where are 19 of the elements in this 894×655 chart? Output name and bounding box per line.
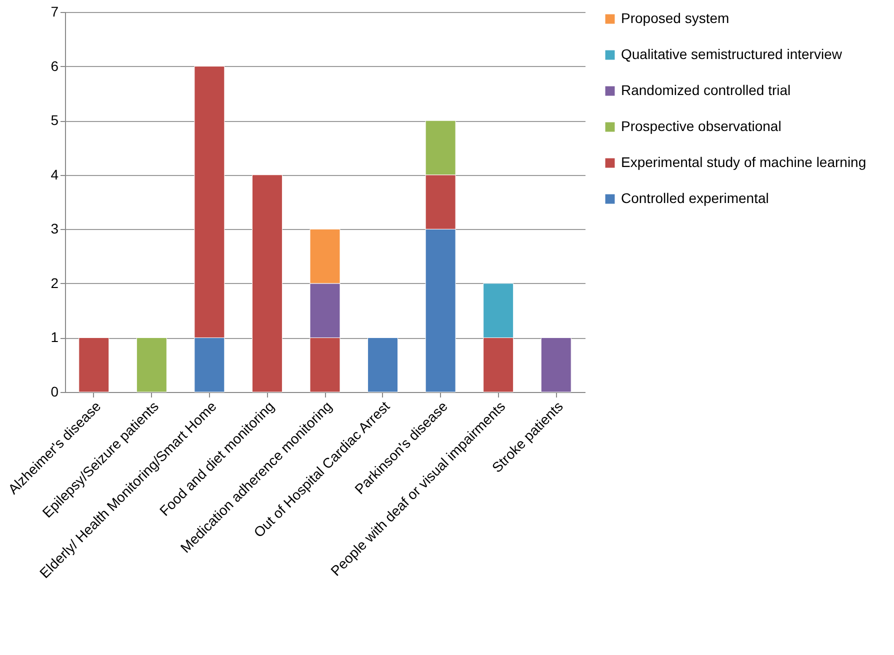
y-tick-label: 0 xyxy=(50,384,59,400)
legend-label: Controlled experimental xyxy=(621,190,769,206)
y-tick-label: 3 xyxy=(50,220,59,237)
bar xyxy=(368,337,398,392)
y-tick-label: 2 xyxy=(50,274,59,291)
bar xyxy=(540,337,572,392)
y-tick-label: 1 xyxy=(50,329,59,346)
bar xyxy=(78,337,110,392)
legend-label: Proposed system xyxy=(621,10,730,26)
y-tick-label: 7 xyxy=(50,4,59,20)
legend-label: Prospective observational xyxy=(621,118,782,134)
y-tick-label: 5 xyxy=(50,112,59,128)
bar xyxy=(252,174,282,392)
legend-label: Experimental study of machine learning xyxy=(621,154,866,170)
y-tick-label: 4 xyxy=(50,166,59,182)
legend-label: Randomized controlled trial xyxy=(621,82,791,98)
legend-label: Qualitative semistructured interview xyxy=(621,46,843,62)
bar xyxy=(136,337,167,392)
y-tick-label: 6 xyxy=(50,58,59,74)
